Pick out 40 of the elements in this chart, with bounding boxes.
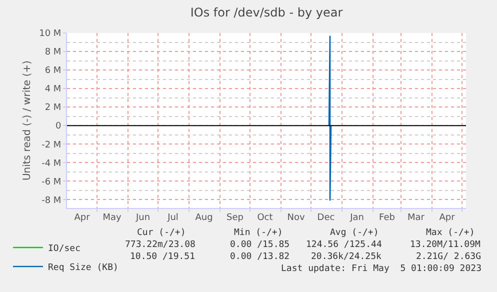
text: 10.50 /19.51: [130, 252, 196, 262]
text: 13.20M/11.09M: [410, 240, 482, 250]
text: 124.56 /125.44: [306, 240, 382, 250]
x-tick-label: Feb: [379, 212, 396, 223]
text: Last update: Fri May 5 01:00:09 2023: [281, 264, 482, 274]
x-tick-label: Sep: [226, 212, 244, 223]
x-tick-label: Jan: [349, 212, 364, 223]
text: 0.00 /13.82: [230, 252, 290, 262]
text: Max (-/+): [426, 228, 475, 238]
y-axis-title: Units read (-) / write (+): [22, 60, 34, 181]
text: 773.22m/23.08: [125, 240, 196, 250]
y-tick-label: -4 M: [42, 158, 62, 169]
text: 0.00 /15.85: [230, 240, 290, 250]
y-tick-label: -8 M: [42, 196, 62, 206]
x-tick-label: Apr: [74, 212, 90, 223]
x-tick-label: Jun: [134, 212, 150, 223]
text: Cur (-/+): [137, 228, 186, 238]
text: Min (-/+): [234, 228, 283, 238]
y-tick-label: 0: [55, 122, 62, 132]
y-tick-label: 2 M: [44, 103, 62, 114]
chart-title: IOs for /dev/sdb - by year: [190, 5, 343, 20]
x-tick-label: May: [102, 212, 122, 223]
x-tick-label: Dec: [317, 212, 335, 223]
x-tick-label: Jul: [166, 212, 178, 223]
text: 2.21G/ 2.63G: [416, 252, 482, 262]
text: Avg (-/+): [330, 228, 379, 238]
x-tick-label: Oct: [257, 212, 274, 223]
y-tick-label: 8 M: [44, 48, 62, 58]
y-tick-label: 10 M: [39, 29, 62, 40]
y-tick-label: 6 M: [44, 66, 62, 76]
x-tick-label: Apr: [439, 212, 456, 223]
x-tick-label: Aug: [195, 212, 213, 223]
x-tick-label: Nov: [287, 212, 306, 223]
legend-label: Req Size (KB): [48, 263, 118, 274]
y-tick-label: -2 M: [42, 140, 62, 150]
y-tick-label: 4 M: [44, 84, 62, 95]
legend-label: IO/sec: [48, 244, 81, 254]
x-tick-label: Mar: [408, 212, 425, 223]
text: 20.36k/24.25k: [311, 252, 382, 262]
y-tick-label: -6 M: [42, 177, 62, 188]
